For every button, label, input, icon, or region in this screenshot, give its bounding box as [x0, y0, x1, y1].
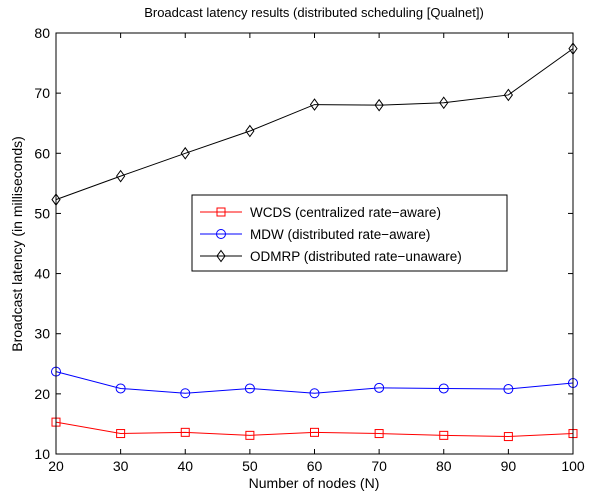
legend-label: MDW (distributed rate−aware) — [250, 227, 430, 242]
legend-entry: WCDS (centralized rate−aware) — [200, 205, 441, 220]
x-tick-label: 50 — [242, 458, 258, 474]
x-tick-label: 90 — [501, 458, 517, 474]
y-tick-label: 40 — [34, 266, 50, 282]
plot-area-frame — [55, 32, 574, 455]
data-point — [374, 98, 384, 112]
y-tick-label: 70 — [34, 85, 50, 101]
data-point — [439, 96, 449, 110]
y-tick-label: 30 — [34, 326, 50, 342]
series-2 — [51, 366, 578, 399]
data-point — [116, 169, 126, 183]
data-point — [309, 98, 320, 111]
chart-title: Broadcast latency results (distributed s… — [144, 5, 484, 20]
series-1 — [51, 417, 578, 442]
legend-box — [191, 194, 508, 272]
data-point — [374, 382, 385, 393]
data-point — [503, 432, 513, 442]
legend-label: ODMRP (distributed rate−unaware) — [250, 249, 462, 264]
x-tick-label: 100 — [561, 458, 585, 474]
x-axis-label: Number of nodes (N) — [249, 475, 380, 491]
legend: WCDS (centralized rate−aware) MDW (distri… — [191, 194, 508, 272]
y-tick-label: 60 — [34, 145, 50, 161]
legend-marker — [216, 229, 226, 239]
y-tick-label: 80 — [34, 25, 50, 41]
data-point — [374, 429, 384, 439]
legend-label: WCDS (centralized rate−aware) — [250, 205, 441, 220]
data-point — [116, 429, 126, 439]
data-point — [439, 430, 449, 440]
data-point — [503, 384, 514, 395]
x-tick-label: 20 — [48, 458, 64, 474]
data-point — [244, 383, 255, 394]
series-3 — [51, 42, 578, 206]
data-point — [180, 427, 190, 437]
data-point — [309, 388, 320, 399]
data-point — [503, 88, 513, 102]
x-tick-label: 80 — [436, 458, 452, 474]
legend-marker — [216, 207, 226, 217]
legend-entry: ODMRP (distributed rate−unaware) — [200, 249, 462, 264]
y-tick-label: 20 — [34, 386, 50, 402]
x-tick-label: 40 — [177, 458, 193, 474]
data-point — [310, 427, 319, 437]
x-tick-label: 60 — [307, 458, 323, 474]
series-layer — [51, 42, 578, 442]
y-tick-label: 50 — [34, 205, 50, 221]
data-point — [115, 383, 126, 394]
data-point — [180, 388, 191, 399]
series-line — [55, 421, 574, 438]
y-axis-label: Broadcast latency (in milliseconds) — [9, 136, 25, 352]
legend-marker — [216, 249, 226, 263]
data-point — [180, 146, 190, 160]
series-line — [55, 371, 574, 394]
data-point — [245, 124, 255, 138]
x-tick-label: 70 — [371, 458, 387, 474]
data-point — [245, 430, 255, 440]
y-tick-label: 10 — [34, 446, 50, 462]
series-line — [55, 48, 574, 201]
legend-entry: MDW (distributed rate−aware) — [200, 227, 430, 242]
data-point — [438, 383, 449, 394]
x-tick-label: 30 — [113, 458, 129, 474]
